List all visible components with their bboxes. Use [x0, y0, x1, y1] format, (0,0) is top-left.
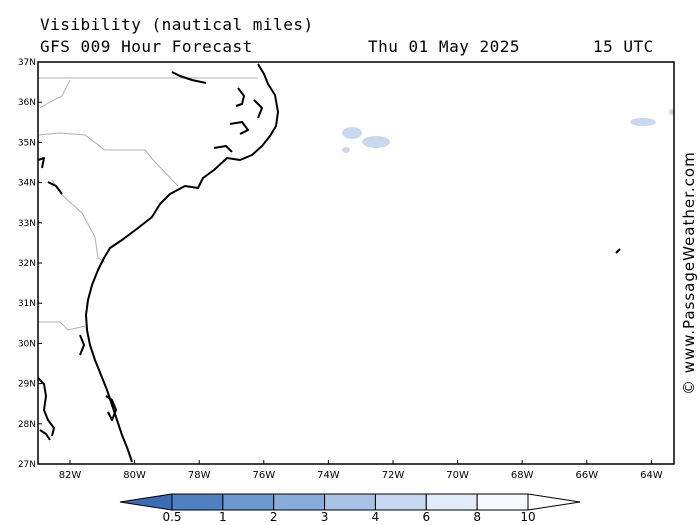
- lon-label: 76W: [252, 470, 275, 481]
- colorbar-segment: [273, 493, 326, 511]
- map-title: Visibility (nautical miles): [40, 15, 314, 34]
- visibility-colorbar: 0.5 1 2 3 4 6 8 10: [119, 493, 581, 524]
- lat-label: 29N: [18, 380, 36, 390]
- colorbar-label: 8: [473, 510, 481, 524]
- lon-label: 64W: [640, 470, 663, 481]
- lat-label: 34N: [18, 179, 36, 189]
- forecast-time: 15 UTC: [593, 37, 654, 56]
- low-visibility-area: [342, 109, 675, 153]
- lon-label: 70W: [446, 470, 469, 481]
- state-borders: [37, 77, 258, 331]
- lat-label: 32N: [18, 259, 36, 269]
- lat-label: 37N: [18, 58, 36, 68]
- lon-label: 68W: [511, 470, 534, 481]
- colorbar-label: 1: [219, 510, 227, 524]
- colorbar-label: 3: [321, 510, 329, 524]
- colorbar-label: 2: [270, 510, 278, 524]
- lon-label: 80W: [123, 470, 146, 481]
- colorbar-segment: [324, 493, 376, 511]
- colorbar-segment: [476, 493, 529, 511]
- lon-label: 82W: [59, 470, 82, 481]
- colorbar-segment: [171, 493, 224, 511]
- lat-label: 30N: [18, 339, 36, 349]
- colorbar-segment: [374, 493, 427, 511]
- colorbar-high-arrow: [527, 493, 581, 511]
- coastline: [37, 63, 621, 463]
- lon-label: 72W: [382, 470, 405, 481]
- latitude-axis: 37N 36N 35N 34N 33N 32N 31N 30N 29N 28N 27N: [18, 58, 42, 470]
- lat-label: 33N: [18, 219, 36, 229]
- forecast-date: Thu 01 May 2025: [368, 37, 520, 56]
- colorbar-segment: [425, 493, 478, 511]
- lat-label: 36N: [18, 98, 36, 108]
- lon-label: 74W: [317, 470, 340, 481]
- colorbar-segment: [222, 493, 275, 511]
- colorbar-label: 0.5: [162, 510, 181, 524]
- lat-label: 35N: [18, 138, 36, 148]
- colorbar-low-arrow: [119, 493, 173, 511]
- longitude-axis: 82W 80W 78W 76W 74W 72W 70W 68W 66W 64W: [59, 460, 663, 481]
- lat-label: 31N: [18, 299, 36, 309]
- forecast-label: GFS 009 Hour Forecast: [40, 37, 253, 56]
- lat-label: 28N: [18, 420, 36, 430]
- credit-text: © www.PassageWeather.com: [680, 151, 698, 395]
- colorbar-label: 10: [520, 510, 535, 524]
- lat-label: 27N: [18, 460, 36, 470]
- map-frame: [37, 61, 675, 465]
- colorbar-label: 4: [372, 510, 380, 524]
- lon-label: 78W: [188, 470, 211, 481]
- colorbar-label: 6: [422, 510, 430, 524]
- lon-label: 66W: [575, 470, 598, 481]
